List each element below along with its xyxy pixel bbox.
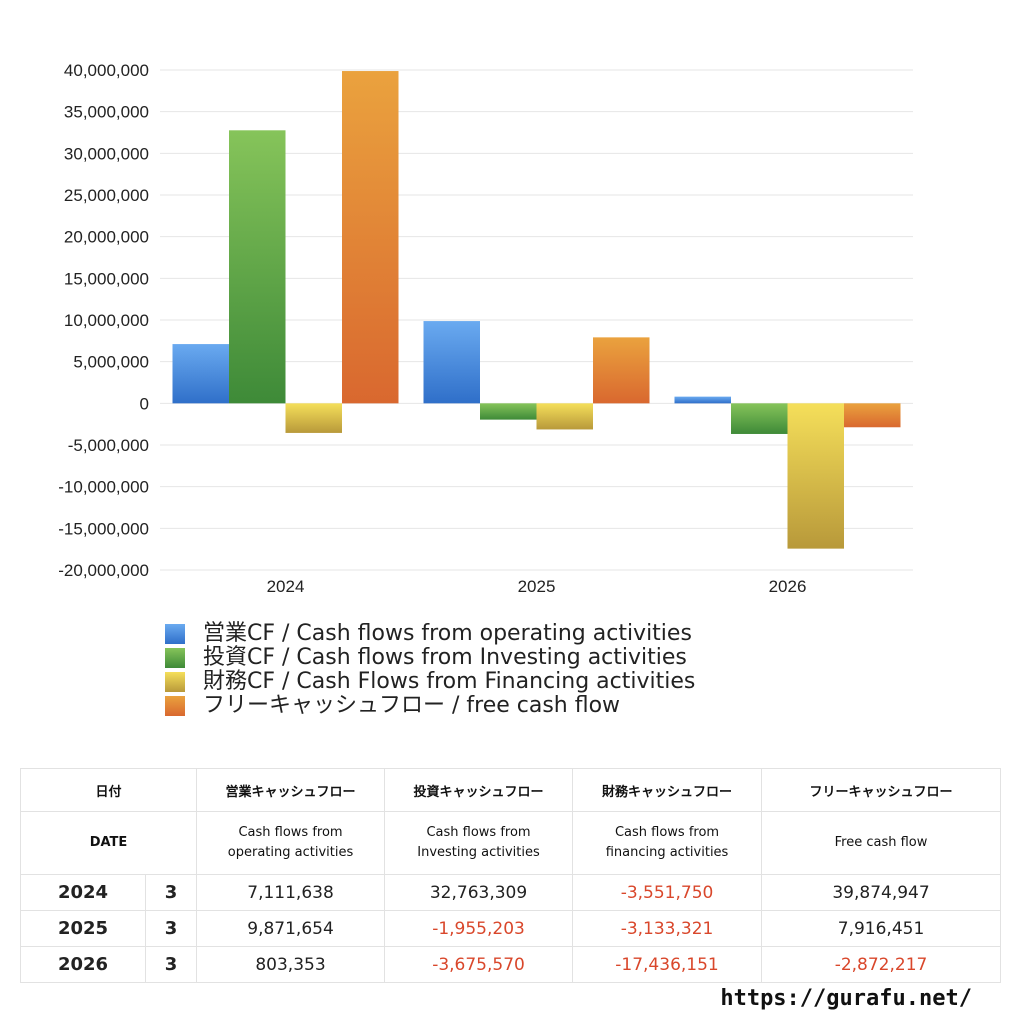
x-axis-ticks: 2024 2025 2026 — [267, 577, 807, 596]
y-tick-label: 15,000,000 — [64, 269, 149, 288]
y-axis-ticks: -20,000,000 -15,000,000 -10,000,000 -5,000,… — [58, 61, 149, 580]
header-date-en: DATE — [19, 811, 198, 875]
legend-label-investing: 投資CF / Cash flows from Investing activit… — [203, 645, 687, 670]
legend-swatch-financing — [165, 672, 185, 692]
cell-free-cash-flow: -2,872,217 — [761, 946, 1002, 983]
header-investing-en: Cash flows from Investing activities — [384, 811, 574, 875]
y-tick-label: 35,000,000 — [64, 103, 149, 122]
cell-financing: -17,436,151 — [572, 946, 763, 983]
y-tick-label: -15,000,000 — [58, 519, 149, 538]
cash-flow-bar-chart: -20,000,000 -15,000,000 -10,000,000 -5,000,… — [58, 61, 913, 596]
bar-2024-series-3 — [342, 71, 399, 404]
table-header-row-en: DATE Cash flows from operating activitie… — [19, 811, 1002, 875]
header-operating-en: Cash flows from operating activities — [196, 811, 386, 875]
x-tick-label: 2025 — [518, 577, 556, 596]
bar-2026-series-0 — [674, 396, 731, 404]
cell-financing: -3,133,321 — [572, 910, 763, 947]
y-tick-label: -5,000,000 — [68, 436, 149, 455]
bar-2025-series-1 — [480, 403, 537, 420]
y-tick-label: 40,000,000 — [64, 61, 149, 80]
bar-2026-series-3 — [844, 403, 901, 428]
bar-2025-series-0 — [423, 321, 480, 404]
legend: 営業CF / Cash flows from operating activit… — [165, 622, 695, 718]
row-month: 3 — [144, 946, 198, 983]
cell-investing: -3,675,570 — [384, 946, 574, 983]
bar-2025-series-2 — [536, 403, 593, 430]
row-month: 3 — [144, 910, 198, 947]
bar-2025-series-3 — [593, 337, 650, 404]
legend-item-financing: 財務CF / Cash Flows from Financing activit… — [165, 670, 695, 694]
header-financing-jp: 財務キャッシュフロー — [572, 768, 763, 812]
y-tick-label: 5,000,000 — [73, 353, 149, 372]
cell-operating: 803,353 — [196, 946, 386, 983]
row-year: 2024 — [20, 874, 146, 911]
y-tick-label: -20,000,000 — [58, 561, 149, 580]
header-investing-jp: 投資キャッシュフロー — [384, 768, 574, 812]
header-date-jp: 日付 — [19, 768, 198, 812]
cell-operating: 7,111,638 — [196, 874, 386, 911]
x-tick-label: 2024 — [267, 577, 305, 596]
header-free-cash-flow-en: Free cash flow — [761, 811, 1002, 875]
legend-label-free-cash-flow: フリーキャッシュフロー / free cash flow — [203, 693, 621, 718]
bar-2026-series-2 — [787, 403, 844, 549]
y-tick-label: -10,000,000 — [58, 478, 149, 497]
site-url: https://gurafu.net/ — [720, 986, 972, 1011]
legend-item-free-cash-flow: フリーキャッシュフロー / free cash flow — [165, 694, 695, 718]
cell-free-cash-flow: 39,874,947 — [761, 874, 1002, 911]
legend-label-financing: 財務CF / Cash Flows from Financing activit… — [203, 669, 696, 694]
bar-2024-series-1 — [229, 130, 286, 404]
y-tick-label: 25,000,000 — [64, 186, 149, 205]
header-financing-en: Cash flows from financing activities — [572, 811, 763, 875]
table-row: 2025 3 9,871,654 -1,955,203 -3,133,321 7,916,… — [20, 910, 1002, 947]
header-free-cash-flow-jp: フリーキャッシュフロー — [761, 768, 1002, 812]
legend-label-operating: 営業CF / Cash flows from operating activit… — [203, 621, 692, 646]
cell-free-cash-flow: 7,916,451 — [761, 910, 1002, 947]
bar-2024-series-0 — [172, 344, 229, 404]
legend-item-operating: 営業CF / Cash flows from operating activit… — [165, 622, 695, 646]
y-tick-label: 0 — [140, 394, 149, 413]
cell-investing: -1,955,203 — [384, 910, 574, 947]
row-year: 2025 — [20, 910, 146, 947]
y-tick-label: 10,000,000 — [64, 311, 149, 330]
table-row: 2024 3 7,111,638 32,763,309 -3,551,750 39,874… — [20, 874, 1002, 911]
y-tick-label: 20,000,000 — [64, 228, 149, 247]
legend-swatch-operating — [165, 624, 185, 644]
table-header-row-jp: 日付 営業キャッシュフロー 投資キャッシュフロー 財務キャッシュフロー フリーキ… — [19, 768, 1002, 812]
bars — [172, 71, 901, 549]
y-tick-label: 30,000,000 — [64, 144, 149, 163]
cash-flow-table: 日付 営業キャッシュフロー 投資キャッシュフロー 財務キャッシュフロー フリーキ… — [19, 768, 1002, 983]
row-year: 2026 — [20, 946, 146, 983]
bar-2024-series-2 — [285, 403, 342, 433]
x-tick-label: 2026 — [769, 577, 807, 596]
legend-swatch-free-cash-flow — [165, 696, 185, 716]
header-operating-jp: 営業キャッシュフロー — [196, 768, 386, 812]
cell-investing: 32,763,309 — [384, 874, 574, 911]
legend-swatch-investing — [165, 648, 185, 668]
cell-operating: 9,871,654 — [196, 910, 386, 947]
bar-2026-series-1 — [731, 403, 788, 434]
cell-financing: -3,551,750 — [572, 874, 763, 911]
row-month: 3 — [144, 874, 198, 911]
legend-item-investing: 投資CF / Cash flows from Investing activit… — [165, 646, 695, 670]
table-row: 2026 3 803,353 -3,675,570 -17,436,151 -2,872,… — [20, 946, 1002, 983]
table-body: 2024 3 7,111,638 32,763,309 -3,551,750 39,874… — [20, 874, 1002, 983]
